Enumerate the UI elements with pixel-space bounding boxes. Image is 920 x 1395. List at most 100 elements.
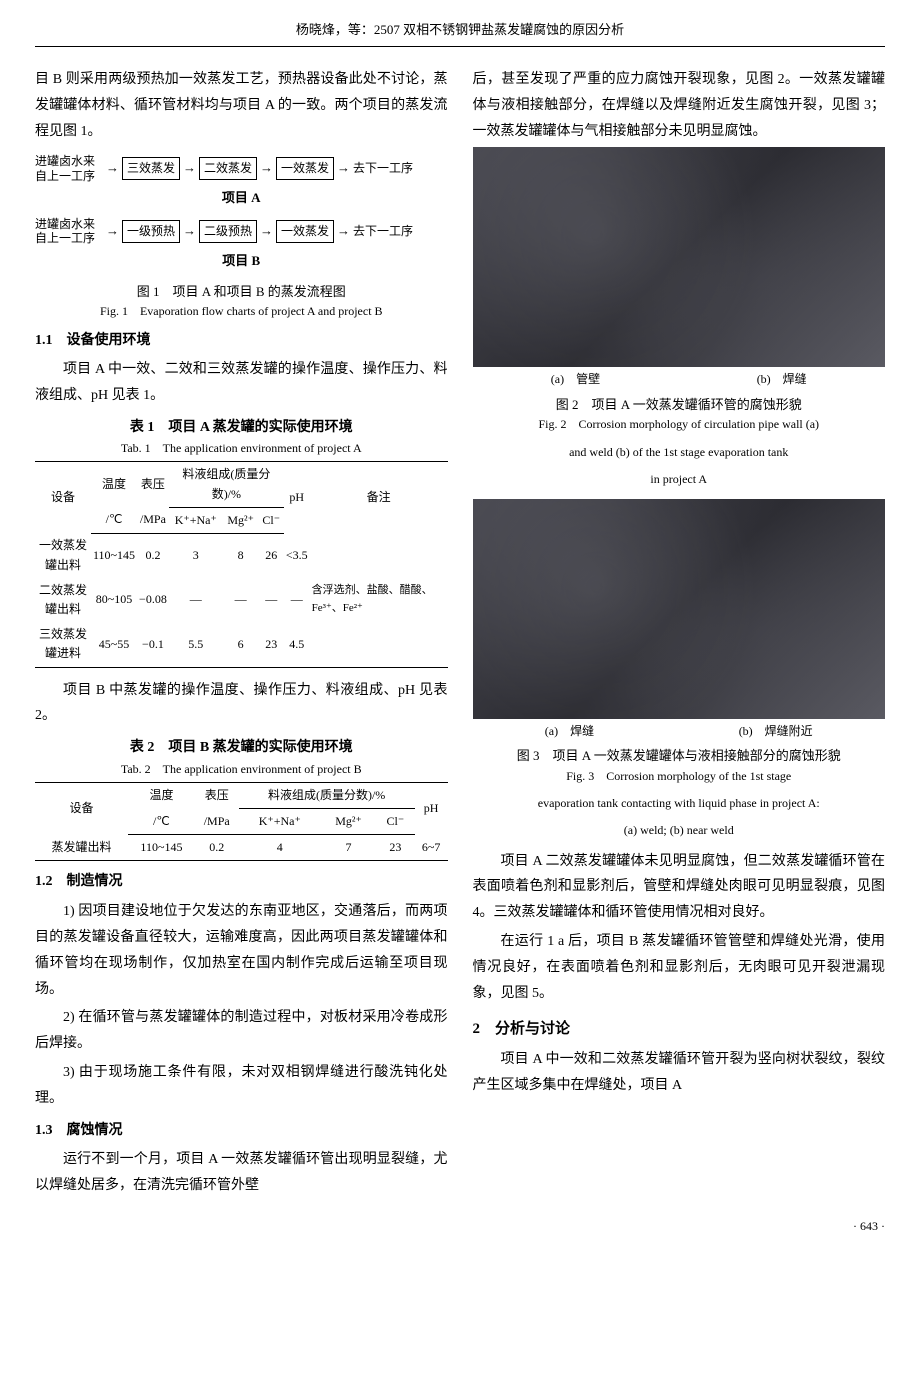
table2-title-en: Tab. 2 The application environment of pr… [35, 760, 448, 779]
th-temp: 温度 [91, 462, 137, 507]
fig3-caption-en2: evaporation tank contacting with liquid … [473, 794, 886, 813]
td: 0.2 [195, 835, 239, 861]
td: — [259, 578, 284, 622]
para-1-1: 项目 A 中一效、二效和三效蒸发罐的操作温度、操作压力、料液组成、pH 见表 1… [35, 357, 448, 409]
th-press: 表压 [137, 462, 169, 507]
right-mid-para2: 在运行 1 a 后，项目 B 蒸发罐循环管管壁和焊缝处光滑，使用情况良好，在表面… [473, 929, 886, 1007]
fig2-label-a: (a) 管壁 [551, 370, 600, 389]
th-device: 设备 [35, 782, 128, 834]
fig2-caption-en2: and weld (b) of the 1st stage evaporatio… [473, 443, 886, 462]
para-1-1b: 项目 B 中蒸发罐的操作温度、操作压力、料液组成、pH 见表 2。 [35, 678, 448, 730]
para-1-2b: 2) 在循环管与蒸发罐罐体的制造过程中，对板材采用冷卷成形后焊接。 [35, 1005, 448, 1057]
th-pressu: /MPa [195, 809, 239, 835]
td: 23 [259, 622, 284, 667]
td: — [169, 578, 223, 622]
fig1-caption-en: Fig. 1 Evaporation flow charts of projec… [35, 302, 448, 321]
th-cl: Cl⁻ [376, 809, 415, 835]
td: 7 [321, 835, 376, 861]
arrow-icon: → [336, 158, 351, 179]
para-1-3: 运行不到一个月，项目 A 一效蒸发罐循环管出现明显裂缝，尤以焊缝处居多，在清洗完… [35, 1147, 448, 1199]
th-k: K⁺+Na⁺ [239, 809, 322, 835]
heading-1-1: 1.1 设备使用环境 [35, 330, 448, 352]
td: 4.5 [284, 622, 310, 667]
para-1-2c: 3) 由于现场施工条件有限，未对双相钢焊缝进行酸洗钝化处理。 [35, 1060, 448, 1112]
left-column: 目 B 则采用两级预热加一效蒸发工艺，预热器设备此处不讨论，蒸发罐罐体材料、循环… [35, 67, 448, 1202]
fig2-caption-en3: in project A [473, 470, 886, 489]
flow-box: 二效蒸发 [199, 157, 257, 180]
td: 110~145 [128, 835, 195, 861]
td: 8 [223, 533, 259, 577]
right-column: 后，甚至发现了严重的应力腐蚀开裂现象，见图 2。一效蒸发罐罐体与液相接触部分，在… [473, 67, 886, 1202]
fig3-caption-cn: 图 3 项目 A 一效蒸发罐罐体与液相接触部分的腐蚀形貌 [473, 746, 886, 767]
arrow-icon: → [182, 221, 197, 242]
td: 110~145 [91, 533, 137, 577]
table-row: 三效蒸发罐进料 45~55 −0.1 5.5 6 23 4.5 [35, 622, 448, 667]
arrow-icon: → [259, 158, 274, 179]
td: 6 [223, 622, 259, 667]
figure-3-image [473, 499, 886, 719]
fig2-labels: (a) 管壁 (b) 焊缝 [473, 370, 886, 389]
flow-box: 一效蒸发 [276, 157, 334, 180]
flow-box: 一级预热 [122, 220, 180, 243]
td: 23 [376, 835, 415, 861]
th-ph: pH [284, 462, 310, 534]
td: 蒸发罐出料 [35, 835, 128, 861]
fig2-label-b: (b) 焊缝 [757, 370, 807, 389]
th-cl: Cl⁻ [259, 507, 284, 533]
flow-project-b: 项目 B [35, 251, 448, 272]
flow-row-b: 进罐卤水来 自上一工序 → 一级预热 → 二级预热 → 一效蒸发 → 去下一工序 [35, 217, 448, 246]
td: 5.5 [169, 622, 223, 667]
table2-title-cn: 表 2 项目 B 蒸发罐的实际使用环境 [35, 737, 448, 759]
table-row: 二效蒸发罐出料 80~105 −0.08 — — — — 含浮选剂、盐酸、醋酸、… [35, 578, 448, 622]
flow-box: 一效蒸发 [276, 220, 334, 243]
th-ph: pH [415, 782, 448, 834]
table-row: 蒸发罐出料 110~145 0.2 4 7 23 6~7 [35, 835, 448, 861]
td: 含浮选剂、盐酸、醋酸、Fe³⁺、Fe²⁺ [310, 578, 448, 622]
td: 45~55 [91, 622, 137, 667]
table-1: 设备 温度 表压 料液组成(质量分数)/% pH 备注 /℃ /MPa K⁺+N… [35, 461, 448, 667]
th-mg: Mg²⁺ [321, 809, 376, 835]
th-press: 表压 [195, 782, 239, 808]
th-mg: Mg²⁺ [223, 507, 259, 533]
arrow-icon: → [336, 221, 351, 242]
th-temp: 温度 [128, 782, 195, 808]
td [310, 622, 448, 667]
th-tempu: /℃ [128, 809, 195, 835]
flow-end: 去下一工序 [353, 222, 413, 241]
para-1-2a: 1) 因项目建设地位于欠发达的东南亚地区，交通落后，而两项目的蒸发罐设备直径较大… [35, 899, 448, 1003]
arrow-icon: → [259, 221, 274, 242]
figure-2-image [473, 147, 886, 367]
td: −0.1 [137, 622, 169, 667]
fig3-caption-en3: (a) weld; (b) near weld [473, 821, 886, 840]
table1-title-en: Tab. 1 The application environment of pr… [35, 439, 448, 458]
fig3-labels: (a) 焊缝 (b) 焊缝附近 [473, 722, 886, 741]
page-header: 杨晓烽，等：2507 双相不锈钢钾盐蒸发罐腐蚀的原因分析 [35, 20, 885, 47]
td: −0.08 [137, 578, 169, 622]
fig1-caption-cn: 图 1 项目 A 和项目 B 的蒸发流程图 [35, 282, 448, 303]
td: 80~105 [91, 578, 137, 622]
td: <3.5 [284, 533, 310, 577]
flow-end: 去下一工序 [353, 159, 413, 178]
arrow-icon: → [182, 158, 197, 179]
table-2: 设备 温度 表压 料液组成(质量分数)/% pH /℃ /MPa K⁺+Na⁺ … [35, 782, 448, 862]
fig3-caption-en1: Fig. 3 Corrosion morphology of the 1st s… [473, 767, 886, 786]
right-mid-para1: 项目 A 二效蒸发罐罐体未见明显腐蚀，但二效蒸发罐循环管在表面喷着色剂和显影剂后… [473, 849, 886, 927]
td: 4 [239, 835, 322, 861]
arrow-icon: → [105, 158, 120, 179]
th-device: 设备 [35, 462, 91, 534]
page-number: · 643 · [35, 1217, 885, 1236]
th-comp: 料液组成(质量分数)/% [169, 462, 284, 507]
flow-project-a: 项目 A [35, 188, 448, 209]
fig3-label-a: (a) 焊缝 [545, 722, 594, 741]
td: — [223, 578, 259, 622]
fig2-caption-en1: Fig. 2 Corrosion morphology of circulati… [473, 415, 886, 434]
td: — [284, 578, 310, 622]
table1-title-cn: 表 1 项目 A 蒸发罐的实际使用环境 [35, 417, 448, 439]
fig3-label-b: (b) 焊缝附近 [739, 722, 813, 741]
td: 二效蒸发罐出料 [35, 578, 91, 622]
flow-box: 三效蒸发 [122, 157, 180, 180]
para-2: 项目 A 中一效和二效蒸发罐循环管开裂为竖向树状裂纹，裂纹产生区域多集中在焊缝处… [473, 1047, 886, 1099]
td: 3 [169, 533, 223, 577]
td: 0.2 [137, 533, 169, 577]
two-column-layout: 目 B 则采用两级预热加一效蒸发工艺，预热器设备此处不讨论，蒸发罐罐体材料、循环… [35, 67, 885, 1202]
